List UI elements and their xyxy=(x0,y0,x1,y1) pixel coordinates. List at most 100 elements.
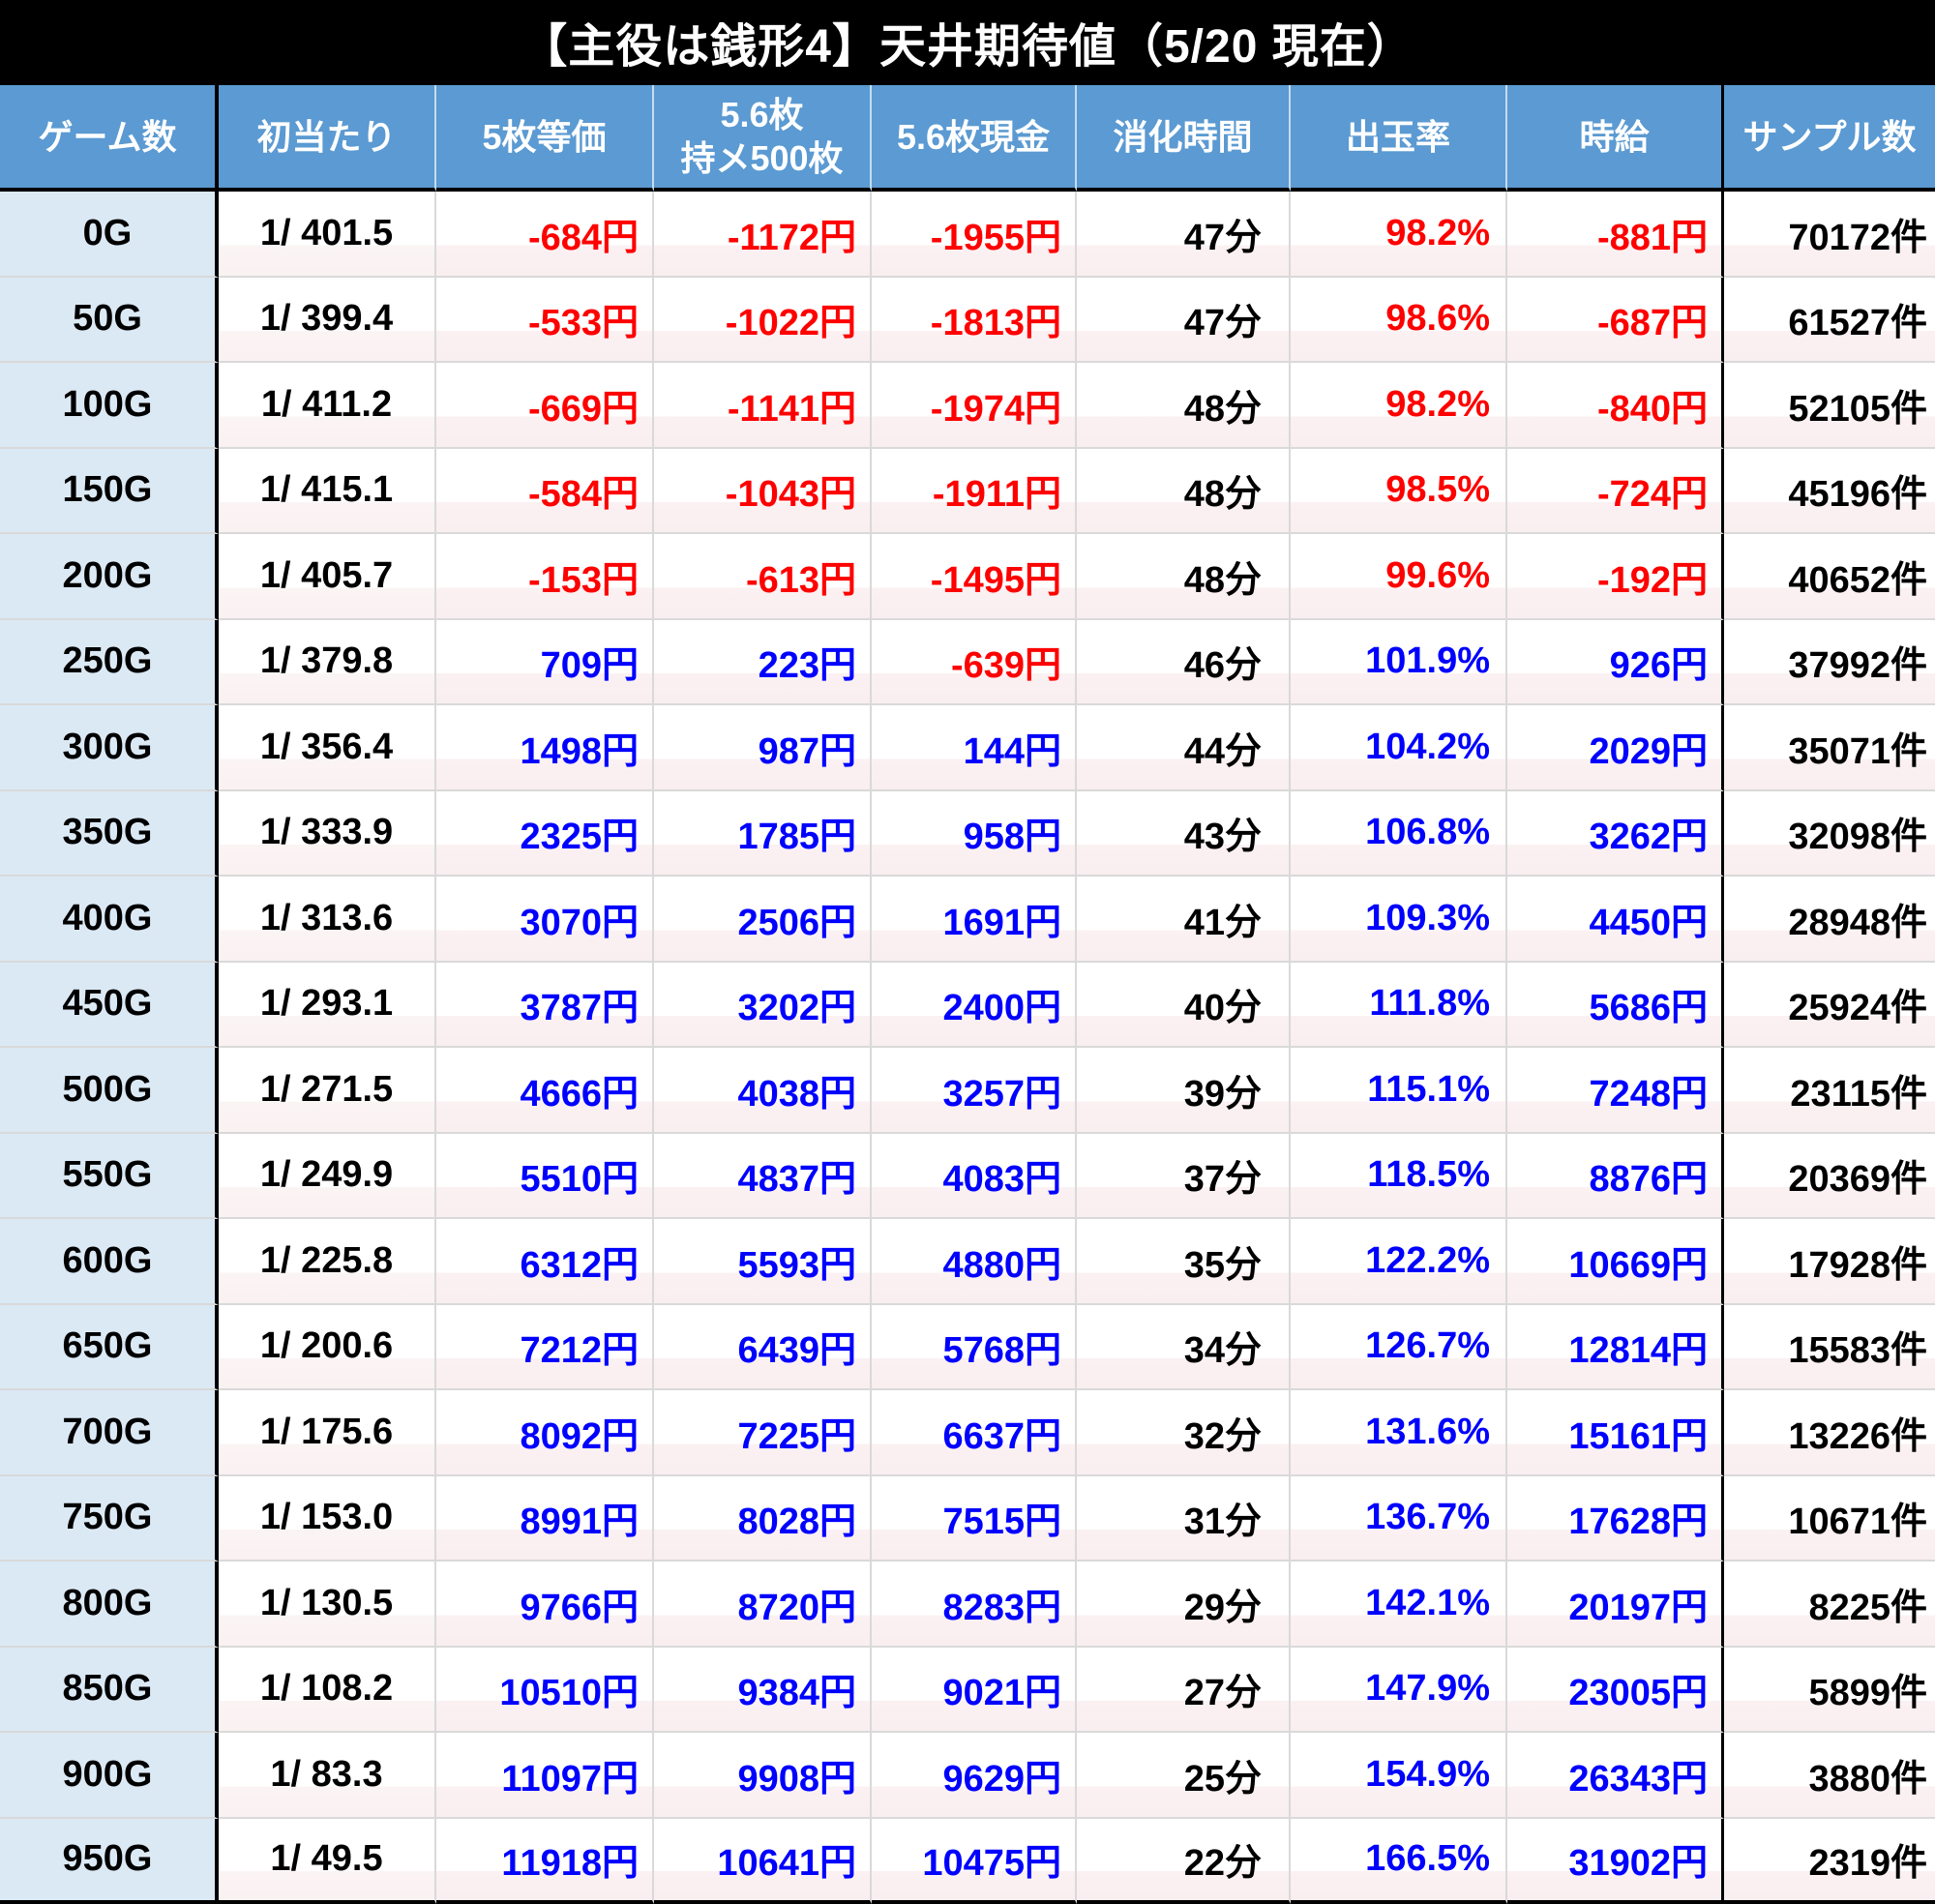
cell-equal-5mai: 5510円 xyxy=(436,1133,654,1219)
cell-play-time: 48分 xyxy=(1077,448,1291,534)
header-cell-hourly-wage: 時給 xyxy=(1507,85,1724,192)
cell-hourly-wage: 31902円 xyxy=(1507,1818,1724,1904)
header-label: 時給 xyxy=(1579,116,1650,157)
cell-first-hit: 1/ 108.2 xyxy=(219,1647,436,1733)
cell-hold-500mai: -1022円 xyxy=(654,277,872,363)
cell-hourly-wage: 3262円 xyxy=(1507,790,1724,877)
cell-game-count: 850G xyxy=(0,1647,219,1733)
cell-equal-5mai: 8092円 xyxy=(436,1390,654,1476)
cell-cash-5-6mai: 7515円 xyxy=(872,1475,1077,1562)
cell-payout-rate: 126.7% xyxy=(1291,1304,1507,1390)
cell-play-time: 32分 xyxy=(1077,1390,1291,1476)
cell-sample-count: 45196件 xyxy=(1724,448,1935,534)
header-cell-sample-count: サンプル数 xyxy=(1724,85,1935,192)
cell-game-count: 650G xyxy=(0,1304,219,1390)
cell-hourly-wage: 26343円 xyxy=(1507,1733,1724,1819)
cell-sample-count: 40652件 xyxy=(1724,534,1935,620)
cell-sample-count: 25924件 xyxy=(1724,962,1935,1048)
cell-game-count: 100G xyxy=(0,363,219,449)
cell-hourly-wage: 12814円 xyxy=(1507,1304,1724,1390)
cell-first-hit: 1/ 333.9 xyxy=(219,790,436,877)
cell-sample-count: 28948件 xyxy=(1724,877,1935,963)
cell-equal-5mai: 1498円 xyxy=(436,705,654,791)
cell-equal-5mai: -684円 xyxy=(436,192,654,278)
expectation-value-table: ゲーム数 初当たり 5枚等価 5.6枚 持メ500枚 5.6枚現金 消化時間 出玉率 時給 サンプ… xyxy=(0,83,1935,1904)
cell-play-time: 44分 xyxy=(1077,705,1291,791)
cell-play-time: 47分 xyxy=(1077,277,1291,363)
cell-game-count: 950G xyxy=(0,1818,219,1904)
cell-hold-500mai: 987円 xyxy=(654,705,872,791)
cell-first-hit: 1/ 49.5 xyxy=(219,1818,436,1904)
cell-hourly-wage: -724円 xyxy=(1507,448,1724,534)
header-label: ゲーム数 xyxy=(38,116,177,157)
cell-game-count: 300G xyxy=(0,705,219,791)
cell-payout-rate: 98.5% xyxy=(1291,448,1507,534)
cell-equal-5mai: 11918円 xyxy=(436,1818,654,1904)
cell-payout-rate: 136.7% xyxy=(1291,1475,1507,1562)
cell-hold-500mai: 8720円 xyxy=(654,1562,872,1648)
header-label: 初当たり xyxy=(256,116,397,157)
header-cell-payout-rate: 出玉率 xyxy=(1291,85,1507,192)
cell-cash-5-6mai: -1813円 xyxy=(872,277,1077,363)
cell-hold-500mai: 2506円 xyxy=(654,877,872,963)
cell-equal-5mai: -153円 xyxy=(436,534,654,620)
cell-sample-count: 70172件 xyxy=(1724,192,1935,278)
cell-game-count: 500G xyxy=(0,1048,219,1134)
cell-play-time: 29分 xyxy=(1077,1562,1291,1648)
cell-play-time: 48分 xyxy=(1077,534,1291,620)
header-label: 消化時間 xyxy=(1113,116,1253,157)
cell-cash-5-6mai: 5768円 xyxy=(872,1304,1077,1390)
cell-first-hit: 1/ 379.8 xyxy=(219,619,436,705)
cell-play-time: 27分 xyxy=(1077,1647,1291,1733)
cell-game-count: 200G xyxy=(0,534,219,620)
cell-hold-500mai: -1141円 xyxy=(654,363,872,449)
cell-hourly-wage: 10669円 xyxy=(1507,1219,1724,1305)
cell-hourly-wage: 926円 xyxy=(1507,619,1724,705)
cell-game-count: 900G xyxy=(0,1733,219,1819)
cell-cash-5-6mai: -1974円 xyxy=(872,363,1077,449)
cell-payout-rate: 109.3% xyxy=(1291,877,1507,963)
page-title: 【主役は銭形4】天井期待値（5/20 現在） xyxy=(521,21,1414,73)
cell-play-time: 22分 xyxy=(1077,1818,1291,1904)
cell-hold-500mai: 1785円 xyxy=(654,790,872,877)
cell-sample-count: 61527件 xyxy=(1724,277,1935,363)
cell-cash-5-6mai: 6637円 xyxy=(872,1390,1077,1476)
cell-game-count: 400G xyxy=(0,877,219,963)
cell-play-time: 41分 xyxy=(1077,877,1291,963)
cell-game-count: 250G xyxy=(0,619,219,705)
header-label-line2: 持メ500枚 xyxy=(680,138,844,178)
cell-game-count: 0G xyxy=(0,192,219,278)
cell-first-hit: 1/ 313.6 xyxy=(219,877,436,963)
cell-first-hit: 1/ 271.5 xyxy=(219,1048,436,1134)
cell-hold-500mai: 8028円 xyxy=(654,1475,872,1562)
cell-sample-count: 15583件 xyxy=(1724,1304,1935,1390)
cell-play-time: 47分 xyxy=(1077,192,1291,278)
cell-hourly-wage: 7248円 xyxy=(1507,1048,1724,1134)
cell-cash-5-6mai: -639円 xyxy=(872,619,1077,705)
cell-hold-500mai: 5593円 xyxy=(654,1219,872,1305)
cell-hold-500mai: 9384円 xyxy=(654,1647,872,1733)
cell-hold-500mai: -1172円 xyxy=(654,192,872,278)
cell-sample-count: 8225件 xyxy=(1724,1562,1935,1648)
cell-hourly-wage: -881円 xyxy=(1507,192,1724,278)
header-cell-cash-5-6mai: 5.6枚現金 xyxy=(872,85,1077,192)
cell-payout-rate: 98.2% xyxy=(1291,192,1507,278)
cell-cash-5-6mai: -1911円 xyxy=(872,448,1077,534)
cell-hourly-wage: 15161円 xyxy=(1507,1390,1724,1476)
cell-equal-5mai: 709円 xyxy=(436,619,654,705)
cell-game-count: 450G xyxy=(0,962,219,1048)
cell-game-count: 750G xyxy=(0,1475,219,1562)
cell-play-time: 40分 xyxy=(1077,962,1291,1048)
cell-play-time: 34分 xyxy=(1077,1304,1291,1390)
cell-cash-5-6mai: 3257円 xyxy=(872,1048,1077,1134)
cell-hourly-wage: -192円 xyxy=(1507,534,1724,620)
header-cell-equal-5mai: 5枚等価 xyxy=(436,85,654,192)
cell-equal-5mai: 11097円 xyxy=(436,1733,654,1819)
header-cell-hold-500mai: 5.6枚 持メ500枚 xyxy=(654,85,872,192)
cell-equal-5mai: 7212円 xyxy=(436,1304,654,1390)
cell-game-count: 800G xyxy=(0,1562,219,1648)
cell-first-hit: 1/ 405.7 xyxy=(219,534,436,620)
cell-first-hit: 1/ 356.4 xyxy=(219,705,436,791)
cell-equal-5mai: 2325円 xyxy=(436,790,654,877)
header-label: 5枚等価 xyxy=(482,116,607,157)
